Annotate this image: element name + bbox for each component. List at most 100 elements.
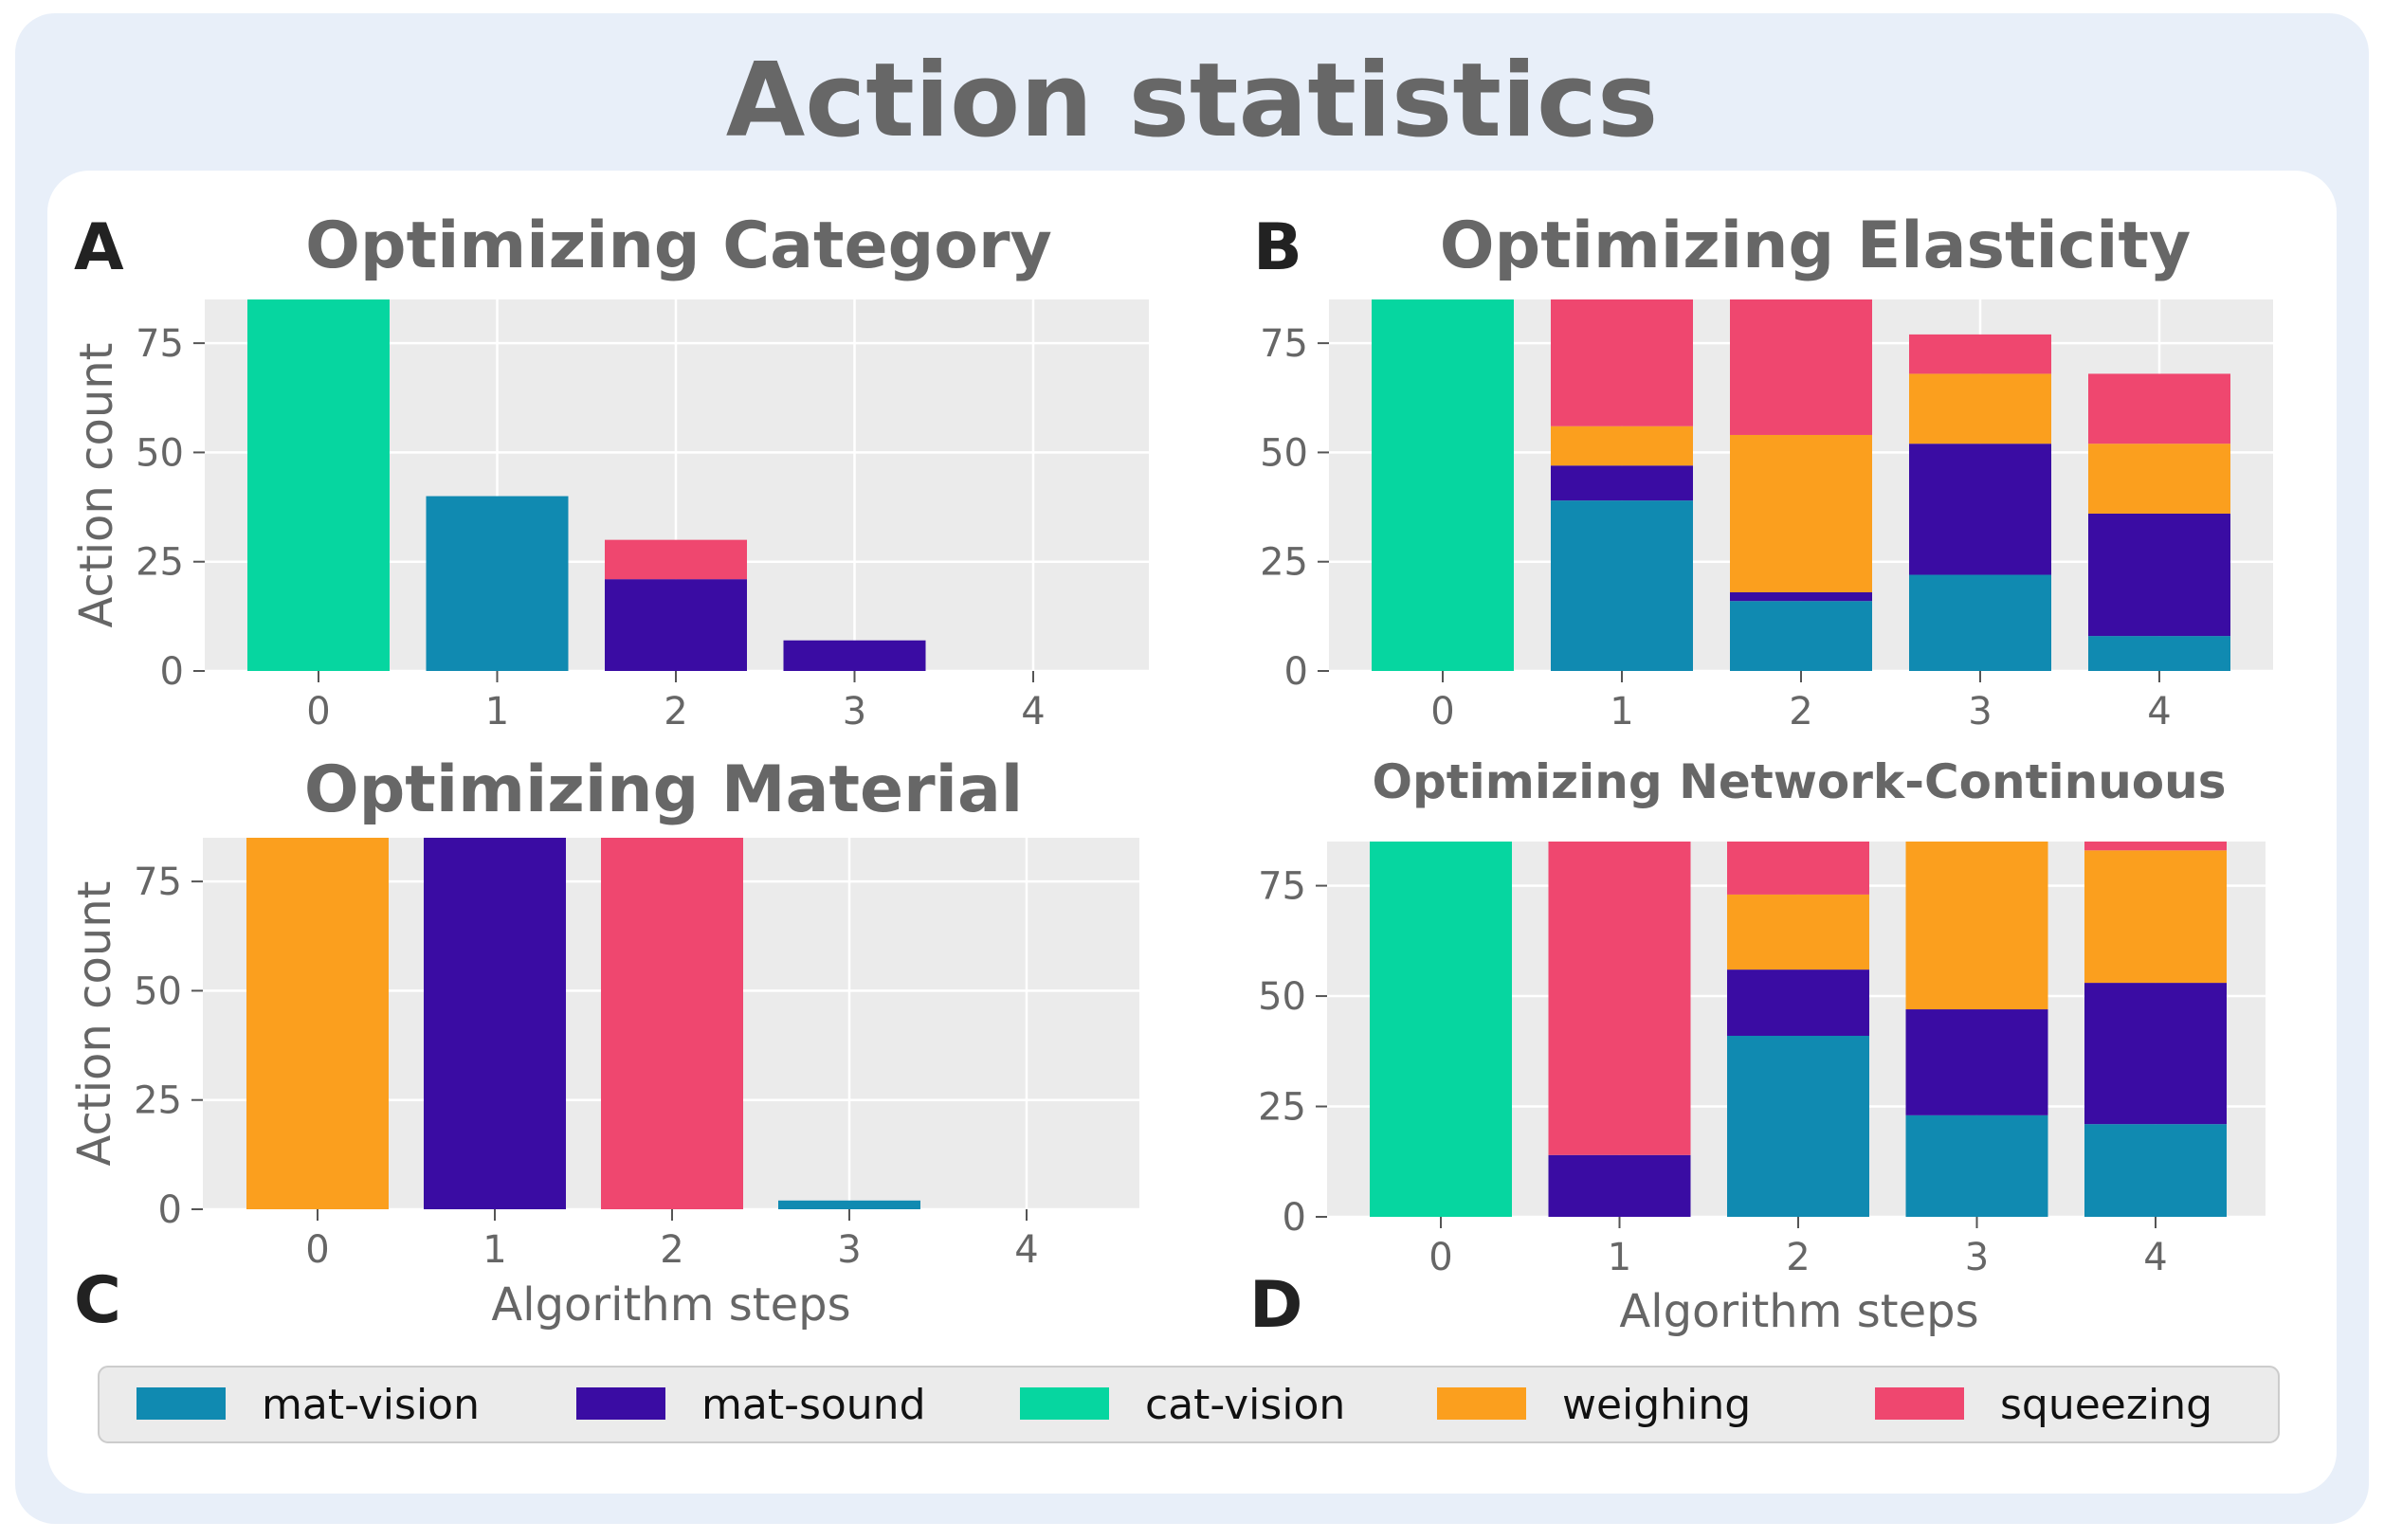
legend-label-cat-vision: cat-vision xyxy=(1145,1381,1345,1429)
chart-b-panel-letter: B xyxy=(1253,210,1302,285)
chart-d-ytick-label: 0 xyxy=(1283,1196,1306,1240)
legend-swatch-mat-vision xyxy=(136,1387,226,1420)
chart-d-bar-weighing-step-4 xyxy=(2084,850,2227,984)
chart-d-bar-mat-sound-step-1 xyxy=(1548,1154,1691,1217)
legend-label-mat-sound: mat-sound xyxy=(701,1381,926,1429)
chart-b-bar-mat-vision-step-4 xyxy=(2088,636,2230,671)
chart-a-xtick-label: 1 xyxy=(485,690,509,734)
chart-d-bar-weighing-step-3 xyxy=(1905,842,2048,1010)
chart-b-bar-cat-vision-step-0 xyxy=(1372,299,1514,671)
chart-b-title: Optimizing Elasticity xyxy=(1440,208,2192,283)
chart-a-xtick-label: 2 xyxy=(664,690,687,734)
chart-b-bar-mat-sound-step-4 xyxy=(2088,513,2230,637)
chart-a-bar-mat-vision-step-1 xyxy=(426,496,569,671)
chart-c-xtick-label: 3 xyxy=(837,1228,861,1272)
chart-d-bar-squeezing-step-4 xyxy=(2084,842,2227,851)
chart-c-bar-mat-sound-step-1 xyxy=(424,838,566,1209)
chart-d-bar-mat-sound-step-3 xyxy=(1905,1009,2048,1115)
chart-b-bar-mat-sound-step-3 xyxy=(1909,444,2051,575)
chart-d-bar-squeezing-step-1 xyxy=(1548,842,1691,1155)
chart-b-bar-squeezing-step-1 xyxy=(1551,299,1693,426)
chart-b-bar-weighing-step-4 xyxy=(2088,444,2230,514)
chart-c-xtick-label: 0 xyxy=(305,1228,329,1272)
chart-a-bar-mat-sound-step-2 xyxy=(605,579,747,671)
chart-d-bar-cat-vision-step-0 xyxy=(1370,842,1512,1217)
chart-b-xtick-label: 0 xyxy=(1430,690,1454,734)
chart-b-xtick-label: 3 xyxy=(1968,690,1992,734)
chart-b-bar-weighing-step-3 xyxy=(1909,373,2051,444)
chart-c-panel-letter: C xyxy=(74,1263,121,1338)
chart-d-xtick-label: 1 xyxy=(1608,1236,1631,1279)
legend-swatch-weighing xyxy=(1437,1387,1526,1420)
legend-swatch-mat-sound xyxy=(576,1387,665,1420)
chart-a-xtick-label: 0 xyxy=(306,690,330,734)
legend-label-squeezing: squeezing xyxy=(2000,1381,2212,1429)
chart-b-ytick-label: 50 xyxy=(1260,431,1308,475)
chart-b-ytick-label: 25 xyxy=(1260,541,1308,585)
chart-d-xtick-label: 0 xyxy=(1429,1236,1452,1279)
chart-d-xtick-label: 4 xyxy=(2143,1236,2167,1279)
chart-a-bar-cat-vision-step-0 xyxy=(247,299,390,671)
chart-a-xtick-label: 3 xyxy=(843,690,866,734)
chart-c-ytick-label: 25 xyxy=(134,1079,182,1123)
chart-b-bar-mat-vision-step-2 xyxy=(1730,601,1872,671)
chart-a-title: Optimizing Category xyxy=(305,208,1052,283)
chart-b-bar-mat-vision-step-3 xyxy=(1909,574,2051,671)
chart-a-panel-letter: A xyxy=(74,210,124,285)
chart-b-bar-squeezing-step-4 xyxy=(2088,373,2230,444)
chart-d-panel-letter: D xyxy=(1249,1268,1302,1343)
chart-c-xtick-label: 1 xyxy=(482,1228,506,1272)
chart-d-xtick-label: 2 xyxy=(1786,1236,1810,1279)
chart-a-ytick-label: 25 xyxy=(136,541,184,585)
chart-b-bar-mat-vision-step-1 xyxy=(1551,500,1693,671)
chart-a-bar-squeezing-step-2 xyxy=(605,539,747,580)
chart-b-ytick-label: 75 xyxy=(1260,322,1308,366)
figure-title: Action statistics xyxy=(725,42,1659,160)
chart-a-ytick-label: 50 xyxy=(136,431,184,475)
chart-c-ylabel: Action count xyxy=(68,880,121,1166)
chart-d-bar-weighing-step-2 xyxy=(1727,894,1869,970)
chart-b-bar-weighing-step-1 xyxy=(1551,426,1693,466)
chart-d-bar-mat-vision-step-4 xyxy=(2084,1124,2227,1217)
chart-c-xtick-label: 2 xyxy=(660,1228,683,1272)
chart-a-ytick-label: 75 xyxy=(136,322,184,366)
chart-b-bar-squeezing-step-2 xyxy=(1730,299,1872,435)
chart-c-xtick-label: 4 xyxy=(1014,1228,1038,1272)
chart-d-title: Optimizing Network-Continuous xyxy=(1372,754,2226,809)
chart-d-xlabel: Algorithm steps xyxy=(1619,1285,1978,1338)
chart-c-title: Optimizing Material xyxy=(304,752,1023,827)
chart-c-bar-mat-vision-step-3 xyxy=(778,1200,920,1209)
chart-d-bar-mat-vision-step-3 xyxy=(1905,1114,2048,1217)
chart-c-ytick-label: 0 xyxy=(158,1188,182,1232)
chart-a-bar-mat-sound-step-3 xyxy=(783,640,926,671)
chart-d-ytick-label: 50 xyxy=(1258,975,1306,1019)
legend-swatch-cat-vision xyxy=(1020,1387,1109,1420)
chart-b-bar-weighing-step-2 xyxy=(1730,434,1872,592)
chart-a-ylabel: Action count xyxy=(70,342,123,627)
chart-d-bar-squeezing-step-2 xyxy=(1727,842,1869,895)
chart-c-bar-squeezing-step-2 xyxy=(601,838,743,1209)
chart-d-bar-mat-vision-step-2 xyxy=(1727,1035,1869,1217)
chart-d-xtick-label: 3 xyxy=(1965,1236,1989,1279)
chart-d-bar-mat-sound-step-2 xyxy=(1727,969,1869,1036)
chart-b-bar-mat-sound-step-1 xyxy=(1551,465,1693,501)
legend-swatch-squeezing xyxy=(1875,1387,1964,1420)
legend-box xyxy=(98,1366,2280,1443)
chart-c-bar-weighing-step-0 xyxy=(246,838,389,1209)
chart-c-ytick-label: 75 xyxy=(134,861,182,904)
chart-d-ytick-label: 25 xyxy=(1258,1086,1306,1130)
chart-a-xtick-label: 4 xyxy=(1021,690,1045,734)
chart-b-xtick-label: 4 xyxy=(2147,690,2171,734)
chart-b-xtick-label: 2 xyxy=(1789,690,1812,734)
chart-b-xtick-label: 1 xyxy=(1610,690,1633,734)
legend-label-weighing: weighing xyxy=(1562,1381,1751,1429)
chart-b-bar-mat-sound-step-2 xyxy=(1730,591,1872,602)
chart-b-ytick-label: 0 xyxy=(1284,650,1308,694)
legend-label-mat-vision: mat-vision xyxy=(262,1381,480,1429)
chart-c-xlabel: Algorithm steps xyxy=(491,1278,850,1332)
chart-d-ytick-label: 75 xyxy=(1258,865,1306,909)
chart-c-ytick-label: 50 xyxy=(134,969,182,1013)
chart-d-bar-mat-sound-step-4 xyxy=(2084,983,2227,1125)
chart-a-ytick-label: 0 xyxy=(160,650,184,694)
